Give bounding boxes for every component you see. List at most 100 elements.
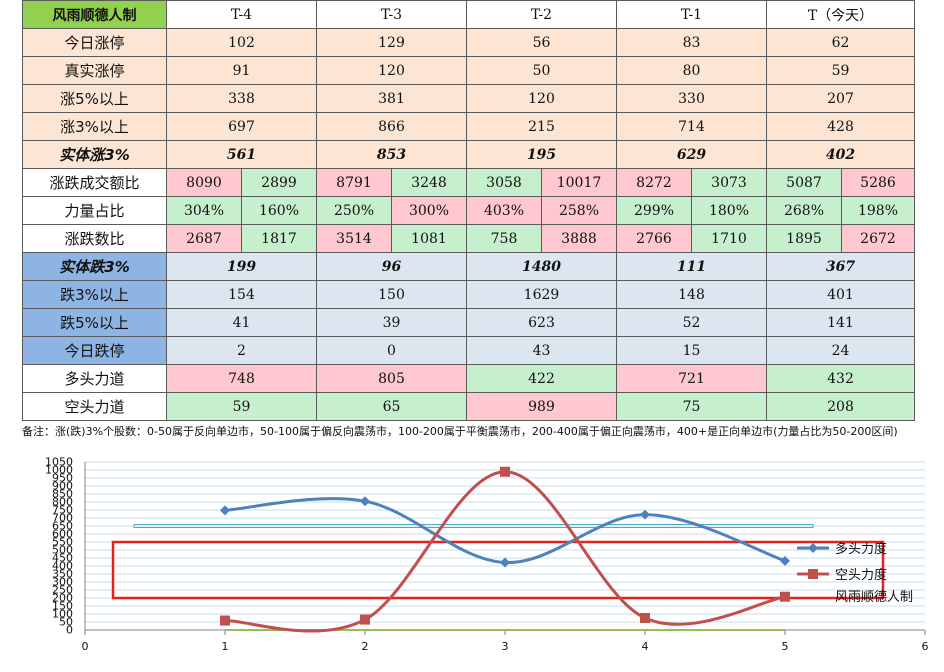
- y-tick-label: 0: [66, 624, 73, 637]
- table-cell: 989: [466, 392, 617, 421]
- table-cell: 154: [166, 280, 317, 309]
- legend-label: 空头力度: [835, 567, 887, 583]
- row-label: 真实涨停: [22, 56, 167, 85]
- x-tick-label: 3: [502, 640, 509, 653]
- table-row: 真实涨停 91 120 50 80 59: [22, 56, 915, 85]
- table-cell: 805: [316, 364, 467, 393]
- table-cell: 120: [466, 84, 617, 113]
- highlight-box: [111, 540, 885, 600]
- table-row: 涨5%以上 338 381 120 330 207: [22, 84, 915, 113]
- table-cell: 258%: [541, 196, 617, 225]
- table-cell: 24: [766, 336, 915, 365]
- footnote: 备注：涨(跌)3%个股数：0-50属于反向单边市，50-100属于偏反向震荡市，…: [22, 425, 898, 438]
- legend-label: 多头力度: [835, 541, 887, 557]
- y-tick-label: 400: [52, 560, 73, 573]
- table-cell: 80: [616, 56, 767, 85]
- table-cell: 1710: [691, 224, 767, 253]
- x-tick-label: 1: [222, 640, 229, 653]
- table-cell: 75: [616, 392, 767, 421]
- table-cell: 43: [466, 336, 617, 365]
- data-point: [360, 496, 370, 507]
- column-header: T-1: [616, 0, 767, 29]
- y-tick-label: 200: [52, 592, 73, 605]
- header-row: 风雨顺德人制 T-4 T-3 T-2 T-1 T（今天）: [22, 0, 915, 29]
- table-cell: 299%: [616, 196, 692, 225]
- table-corner-title: 风雨顺德人制: [22, 0, 167, 29]
- table-row: 多头力道 748 805 422 721 432: [22, 364, 915, 393]
- table-cell: 52: [616, 308, 767, 337]
- row-label: 跌3%以上: [22, 280, 167, 309]
- y-tick-label: 850: [52, 488, 73, 501]
- table-cell: 401: [766, 280, 915, 309]
- table-cell: 195: [466, 140, 617, 169]
- table-row: 涨跌数比 2687 1817 3514 1081 758 3888 2766 1710 1895 2…: [22, 224, 915, 253]
- table-cell: 129: [316, 28, 467, 57]
- table-cell: 367: [766, 252, 915, 281]
- row-label: 实体涨3%: [22, 140, 167, 169]
- table-cell: 5286: [841, 168, 915, 197]
- y-tick-label: 800: [52, 496, 73, 509]
- y-tick-label: 500: [52, 544, 73, 557]
- data-point: [780, 591, 790, 602]
- table-cell: 148: [616, 280, 767, 309]
- table-cell: 56: [466, 28, 617, 57]
- column-header: T-2: [466, 0, 617, 29]
- table-row: 涨跌成交额比 8090 2899 8791 3248 3058 10017 8272 3073 5…: [22, 168, 915, 197]
- y-tick-label: 50: [59, 616, 73, 629]
- y-tick-label: 600: [52, 528, 73, 541]
- table-row: 力量占比 304% 160% 250% 300% 403% 258% 299% 180% 268%…: [22, 196, 915, 225]
- table-cell: 10017: [541, 168, 617, 197]
- chart-grid: [85, 461, 925, 631]
- table-cell: 59: [766, 56, 915, 85]
- force-line-chart: 0501001502002503003504004505005506006507…: [45, 456, 929, 654]
- table-cell: 250%: [316, 196, 392, 225]
- y-tick-label: 350: [52, 568, 73, 581]
- table-cell: 65: [316, 392, 467, 421]
- table-cell: 208: [766, 392, 915, 421]
- table-cell: 5087: [766, 168, 842, 197]
- table-cell: 15: [616, 336, 767, 365]
- table-cell: 2687: [166, 224, 242, 253]
- table-cell: 1480: [466, 252, 617, 281]
- table-cell: 39: [316, 308, 467, 337]
- row-label: 力量占比: [22, 196, 167, 225]
- table-cell: 1817: [241, 224, 317, 253]
- data-point: [808, 569, 818, 579]
- table-cell: 8272: [616, 168, 692, 197]
- table-cell: 59: [166, 392, 317, 421]
- data-point: [808, 543, 818, 553]
- y-tick-label: 250: [52, 584, 73, 597]
- table-cell: 111: [616, 252, 767, 281]
- table-cell: 215: [466, 112, 617, 141]
- table-row: 跌3%以上 154 150 1629 148 401: [22, 280, 915, 309]
- x-tick-label: 2: [362, 640, 369, 653]
- y-tick-label: 900: [52, 480, 73, 493]
- table-cell: 8090: [166, 168, 242, 197]
- row-label: 涨5%以上: [22, 84, 167, 113]
- table-row: 涨3%以上 697 866 215 714 428: [22, 112, 915, 141]
- y-tick-label: 650: [52, 520, 73, 533]
- table-cell: 330: [616, 84, 767, 113]
- table-cell: 381: [316, 84, 467, 113]
- x-tick-label: 0: [82, 640, 89, 653]
- table-cell: 403%: [466, 196, 542, 225]
- table-cell: 150: [316, 280, 467, 309]
- y-tick-label: 300: [52, 576, 73, 589]
- chart-series: [220, 466, 790, 633]
- table-cell: 3073: [691, 168, 767, 197]
- y-tick-label: 1050: [45, 456, 73, 469]
- x-tick-label: 5: [782, 640, 789, 653]
- data-point: [780, 555, 790, 566]
- legend-extra-label: 风雨顺德人制: [835, 590, 913, 605]
- table-cell: 3058: [466, 168, 542, 197]
- table-cell: 428: [766, 112, 915, 141]
- y-tick-label: 750: [52, 504, 73, 517]
- series-line: [224, 470, 786, 633]
- row-label: 涨跌成交额比: [22, 168, 167, 197]
- data-point: [220, 505, 230, 516]
- table-cell: 198%: [841, 196, 915, 225]
- table-row: 实体涨3% 561 853 195 629 402: [22, 140, 915, 169]
- column-header: T-3: [316, 0, 467, 29]
- row-label: 多头力道: [22, 364, 167, 393]
- series-line: [224, 497, 786, 564]
